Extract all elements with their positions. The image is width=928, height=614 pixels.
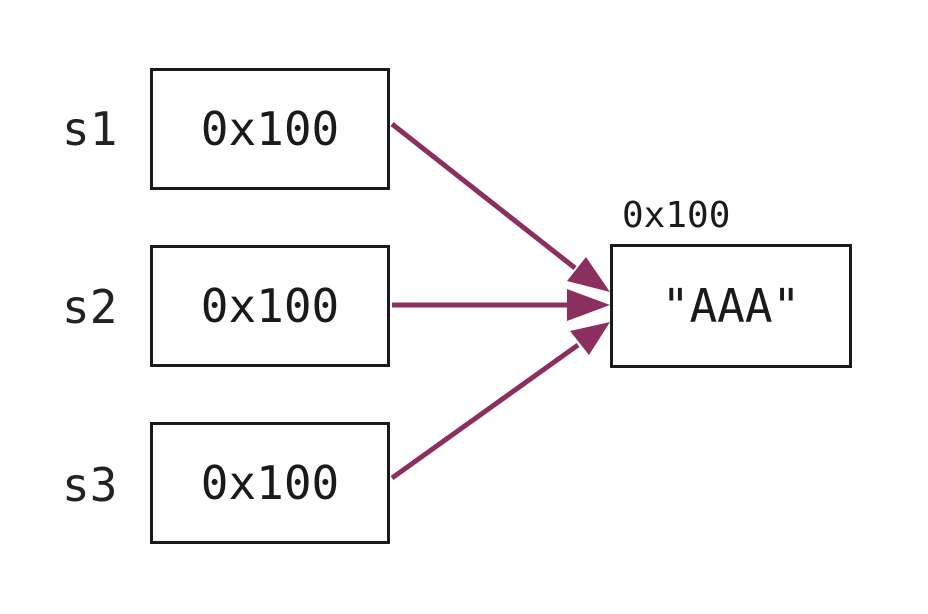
variable-label-s3: s3 bbox=[62, 458, 118, 512]
target-object-box: "AAA" bbox=[610, 244, 852, 368]
variable-value-s2: 0x100 bbox=[200, 279, 340, 333]
arrow-s1 bbox=[390, 122, 577, 270]
variable-value-s1: 0x100 bbox=[200, 102, 340, 156]
arrow-s3 bbox=[390, 342, 580, 481]
target-object-value: "AAA" bbox=[661, 279, 801, 333]
variable-box-s1: 0x100 bbox=[150, 68, 390, 190]
target-address-label: 0x100 bbox=[622, 195, 731, 236]
arrowhead-s3 bbox=[570, 322, 610, 355]
variable-box-s2: 0x100 bbox=[150, 245, 390, 367]
variable-value-s3: 0x100 bbox=[200, 456, 340, 510]
arrowhead-s1 bbox=[567, 257, 610, 292]
variable-label-s1: s1 bbox=[62, 102, 118, 156]
variable-box-s3: 0x100 bbox=[150, 422, 390, 544]
arrowhead-s2 bbox=[567, 289, 610, 321]
variable-label-s2: s2 bbox=[62, 280, 118, 334]
